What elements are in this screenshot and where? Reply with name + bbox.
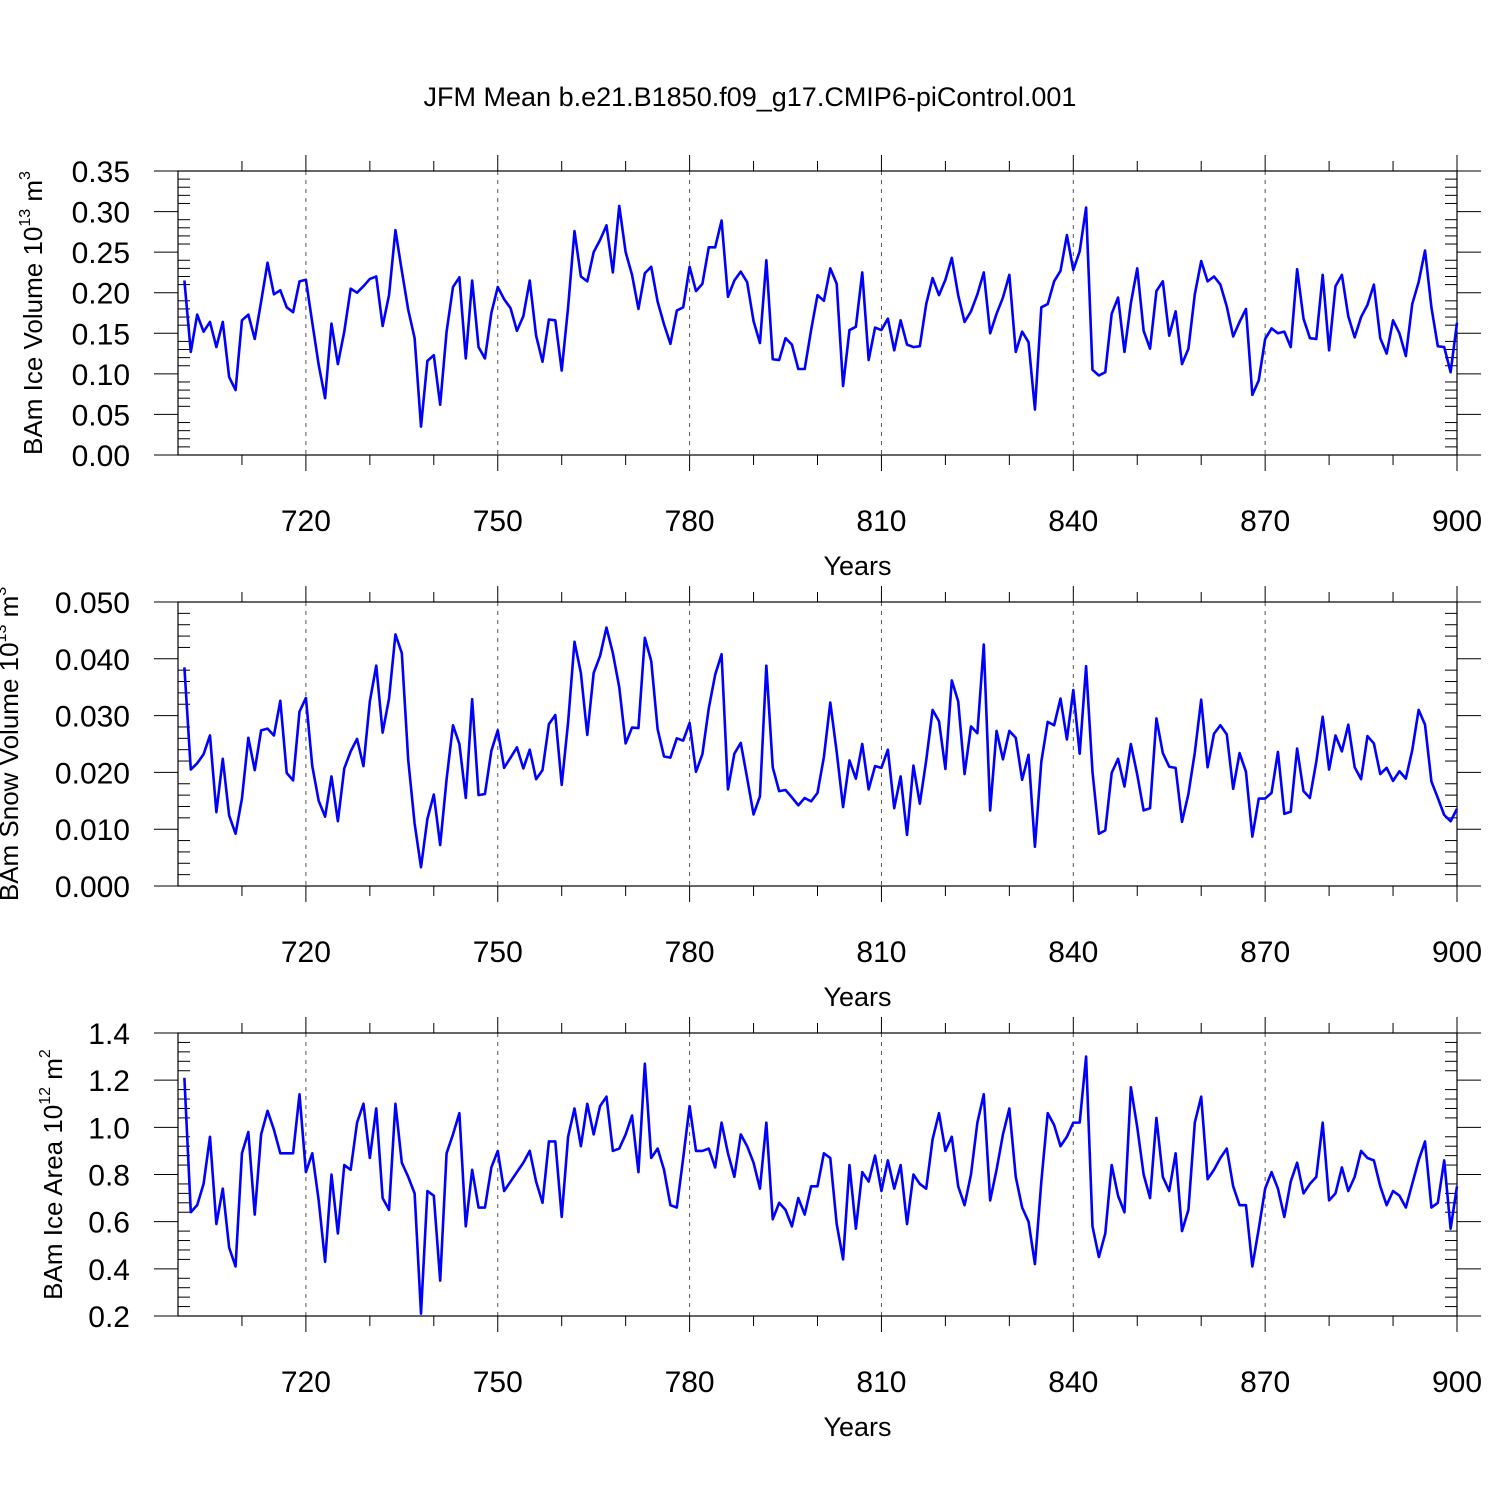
plot-frame: [177, 1032, 1458, 1317]
y-tick-label: 0.000: [55, 871, 130, 904]
y-axis-label-superscript: 13: [17, 209, 34, 227]
y-tick-label: 0.30: [72, 197, 130, 230]
x-tick-label: 870: [1240, 1366, 1290, 1399]
panel-3: 0.2 0.4 0.6 0.8 1.0 1.2 1.4 720 750 780 810 840 870 9…: [37, 1017, 1482, 1442]
y-tick-label: 0.050: [55, 587, 130, 620]
y-axis-label-superscript: 3: [17, 171, 34, 180]
y-axis-label: BAm Ice Volume 1013 m3: [17, 171, 48, 455]
x-tick-label: 750: [473, 936, 523, 969]
x-tick-label: 780: [665, 936, 715, 969]
x-tick-label: 870: [1240, 936, 1290, 969]
y-tick-label: 0.05: [72, 399, 130, 432]
x-tick-label: 810: [856, 505, 906, 538]
series-line: [183, 1055, 1459, 1315]
y-axis-label: BAm Snow Volume 1013 m3: [0, 587, 24, 901]
y-tick-label: 0.15: [72, 318, 130, 351]
y-axis-label-superscript: 3: [0, 587, 10, 596]
x-tick-label: 780: [665, 505, 715, 538]
y-tick-label: 0.030: [55, 701, 130, 734]
y-tick-label: 0.4: [88, 1254, 130, 1287]
y-tick-label: 0.00: [72, 440, 130, 473]
x-tick-label: 810: [856, 936, 906, 969]
y-axis-label-superscript: 12: [37, 1087, 54, 1105]
x-tick-label: 750: [473, 1366, 523, 1399]
y-tick-label: 0.35: [72, 156, 130, 189]
series-line: [183, 626, 1459, 869]
y-tick-label: 0.040: [55, 644, 130, 677]
x-axis-label: Years: [823, 1412, 891, 1442]
y-axis-label-part: m: [38, 1058, 68, 1087]
y-axis-label: BAm Ice Area 1012 m2: [37, 1049, 68, 1300]
y-tick-label: 0.8: [88, 1160, 130, 1193]
panel-2: 0.000 0.010 0.020 0.030 0.040 0.050 720 750 780 8…: [0, 586, 1482, 1012]
x-tick-label: 840: [1048, 936, 1098, 969]
x-tick-label: 900: [1432, 1366, 1482, 1399]
x-tick-label: 810: [856, 1366, 906, 1399]
y-tick-label: 0.010: [55, 814, 130, 847]
x-tick-label: 870: [1240, 505, 1290, 538]
x-tick-label: 750: [473, 505, 523, 538]
y-axis-label-part: BAm Snow Volume 10: [0, 642, 24, 901]
y-axis-label-part: m: [18, 180, 48, 209]
y-tick-label: 1.4: [88, 1018, 130, 1051]
y-tick-label: 1.0: [88, 1112, 130, 1145]
figure-title: JFM Mean b.e21.B1850.f09_g17.CMIP6-piCon…: [423, 82, 1077, 112]
y-tick-label: 1.2: [88, 1065, 130, 1098]
y-tick-label: 0.20: [72, 278, 130, 311]
x-axis-label: Years: [823, 551, 891, 581]
x-tick-label: 720: [281, 936, 331, 969]
plot-frame: [177, 170, 1458, 456]
panel-1: 0.00 0.05 0.10 0.15 0.20 0.25 0.30 0.35 720 750 78…: [17, 155, 1482, 581]
series-line: [183, 204, 1459, 428]
y-axis-label-superscript: 13: [0, 625, 10, 643]
y-axis-label-part: BAm Ice Area 10: [38, 1105, 68, 1300]
x-tick-label: 900: [1432, 936, 1482, 969]
x-tick-label: 840: [1048, 1366, 1098, 1399]
y-tick-label: 0.10: [72, 359, 130, 392]
y-tick-label: 0.6: [88, 1207, 130, 1240]
y-axis-label-part: m: [0, 596, 24, 625]
x-tick-label: 720: [281, 1366, 331, 1399]
y-axis-label-superscript: 2: [37, 1049, 54, 1058]
x-tick-label: 780: [665, 1366, 715, 1399]
plot-frame: [177, 601, 1458, 887]
x-tick-label: 720: [281, 505, 331, 538]
x-tick-label: 900: [1432, 505, 1482, 538]
y-tick-label: 0.25: [72, 237, 130, 270]
y-tick-label: 0.2: [88, 1301, 130, 1334]
y-tick-label: 0.020: [55, 757, 130, 790]
x-axis-label: Years: [823, 982, 891, 1012]
x-tick-label: 840: [1048, 505, 1098, 538]
y-axis-label-part: BAm Ice Volume 10: [18, 227, 48, 455]
